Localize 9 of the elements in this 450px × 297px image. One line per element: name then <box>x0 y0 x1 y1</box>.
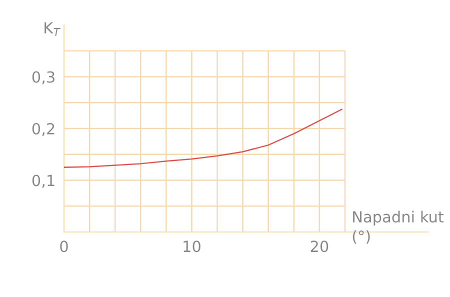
y-axis-title: K$_{T}$ <box>44 22 60 36</box>
x-tick-label: 10 <box>184 240 200 252</box>
y-tick-label: 0,3 <box>32 71 54 84</box>
y-tick-label: 0,2 <box>32 122 54 136</box>
x-tick-label: 0 <box>60 240 68 252</box>
line-series <box>64 108 342 168</box>
x-axis-title: Napadni kut (°) <box>352 210 444 244</box>
x-tick-label: 20 <box>310 240 328 252</box>
y-tick-label: 0,1 <box>32 174 54 188</box>
